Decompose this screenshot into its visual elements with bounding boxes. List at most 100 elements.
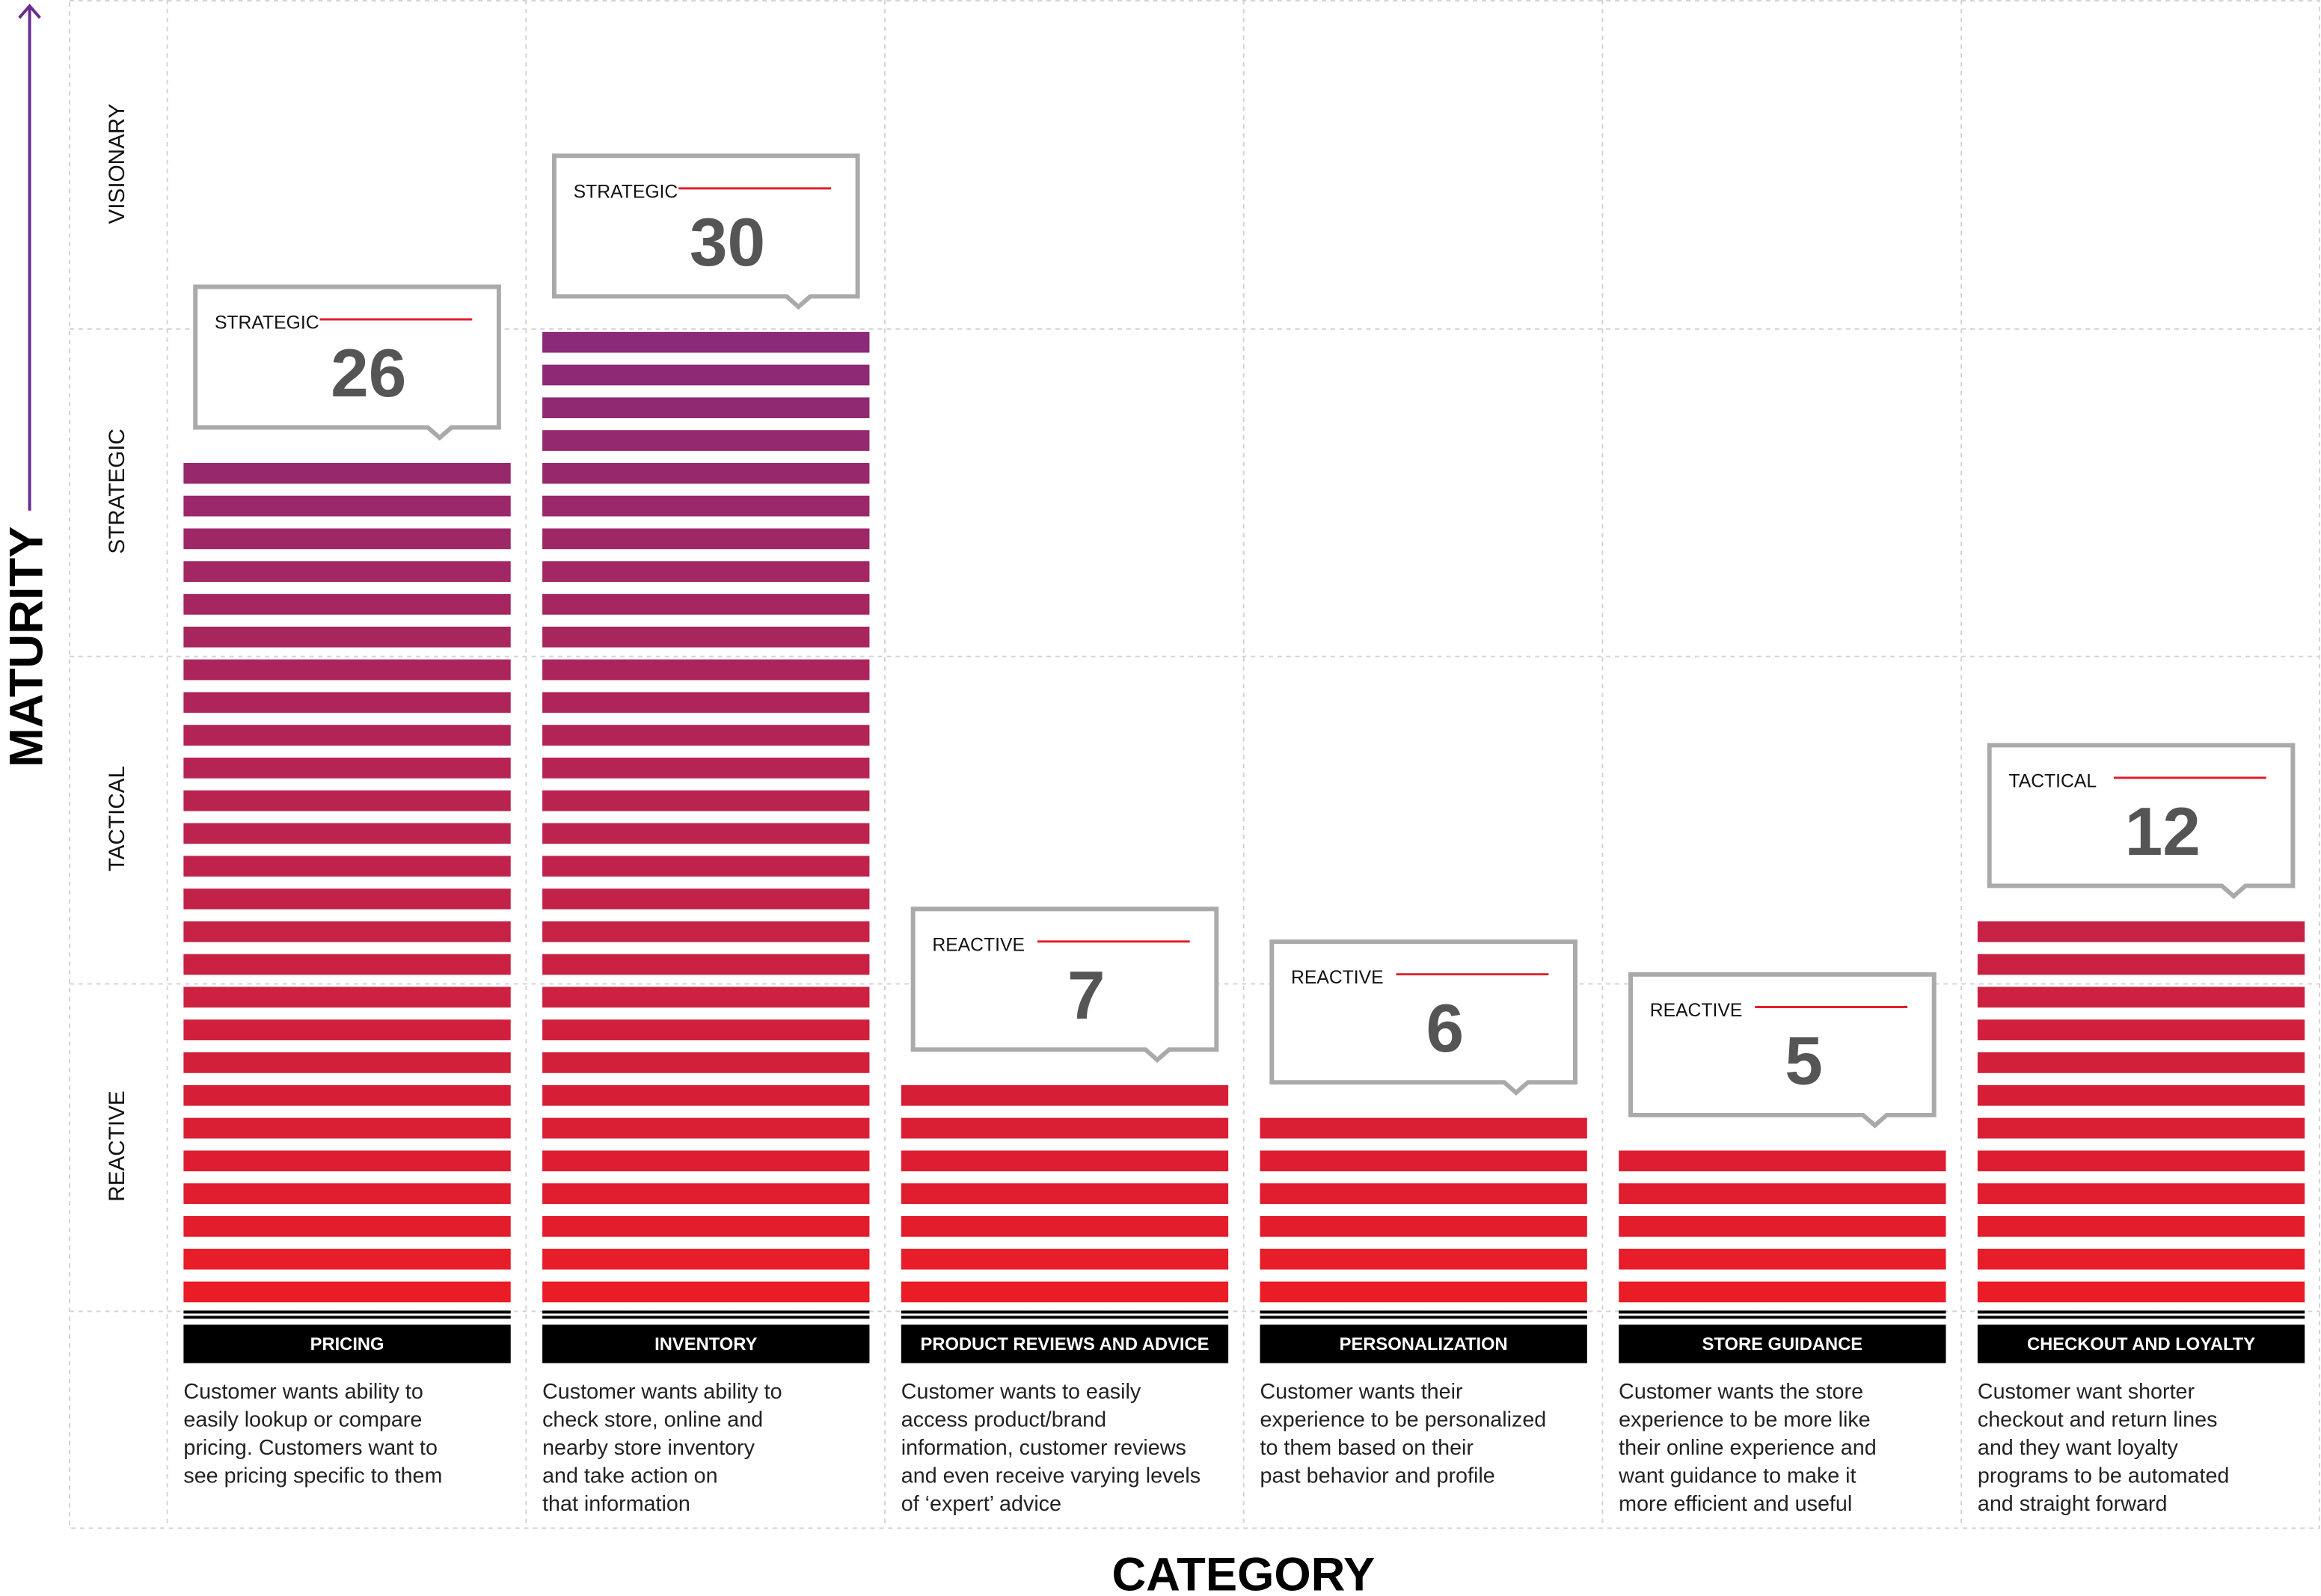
bar-stripe bbox=[1977, 1281, 2305, 1303]
callout-box bbox=[910, 906, 1219, 1064]
bar-stripe bbox=[183, 561, 511, 583]
bar-stripe bbox=[183, 594, 511, 615]
bar-stripe bbox=[542, 1019, 870, 1041]
description: their online experience and bbox=[1619, 1436, 1877, 1460]
bar-stripe bbox=[1977, 1150, 2305, 1172]
callout-label: TACTICAL bbox=[2008, 771, 2097, 791]
bar-stripe bbox=[542, 725, 870, 746]
bar-stripe bbox=[183, 626, 511, 648]
description: and they want loyalty bbox=[1978, 1436, 2179, 1460]
category-band bbox=[1260, 1325, 1587, 1363]
description: programs to be automated bbox=[1978, 1464, 2229, 1488]
y-axis-title: MATURITY bbox=[0, 527, 52, 767]
callout-value: 6 bbox=[1426, 991, 1465, 1066]
bar-stripe bbox=[542, 430, 870, 451]
category-band bbox=[542, 1325, 870, 1363]
bar-stripe bbox=[183, 1281, 511, 1303]
category-label: STORE GUIDANCE bbox=[1702, 1335, 1863, 1354]
frame bbox=[69, 0, 2321, 1529]
description: of ‘expert’ advice bbox=[901, 1492, 1061, 1516]
description: checkout and return lines bbox=[1978, 1408, 2218, 1431]
bar-stripe bbox=[901, 1150, 1229, 1172]
description: pricing. Customers want to bbox=[183, 1436, 438, 1460]
callout-box bbox=[193, 284, 501, 441]
bar-stripe bbox=[542, 561, 870, 583]
bar-stripe bbox=[542, 823, 870, 844]
description: experience to be personalized bbox=[1260, 1408, 1546, 1431]
category-band bbox=[901, 1325, 1229, 1363]
callout-label: REACTIVE bbox=[1650, 1001, 1743, 1021]
description: information, customer reviews bbox=[901, 1436, 1186, 1460]
bar-stripe bbox=[183, 758, 511, 779]
bar-stripe bbox=[1977, 921, 2305, 942]
callout-value: 30 bbox=[690, 205, 765, 280]
bar-stripe bbox=[1619, 1183, 1946, 1204]
bar-stripe bbox=[183, 823, 511, 844]
description: Customer wants their bbox=[1260, 1380, 1462, 1404]
description: want guidance to make it bbox=[1618, 1464, 1856, 1488]
description: easily lookup or compare bbox=[183, 1408, 422, 1431]
bar-stripe bbox=[183, 1019, 511, 1041]
category-label: PRICING bbox=[310, 1335, 384, 1354]
bar-stripe bbox=[542, 1052, 870, 1073]
description: more efficient and useful bbox=[1619, 1492, 1852, 1516]
bar-stripe bbox=[183, 1183, 511, 1204]
description: past behavior and profile bbox=[1260, 1464, 1494, 1488]
bar-stripe bbox=[1260, 1183, 1587, 1204]
x-axis-title: CATEGORY bbox=[1112, 1548, 1375, 1596]
bar-stripe bbox=[183, 528, 511, 550]
bar-stripe bbox=[542, 397, 870, 419]
bar-stripe bbox=[1977, 1052, 2305, 1073]
callout-label: STRATEGIC bbox=[215, 313, 319, 333]
bar-stripe bbox=[183, 1248, 511, 1270]
bar-stripe bbox=[901, 1248, 1229, 1270]
bar-stripe bbox=[542, 986, 870, 1008]
bar-stripe bbox=[542, 1150, 870, 1172]
bar-stripe bbox=[1260, 1281, 1587, 1303]
bar-stripe bbox=[183, 921, 511, 942]
bar-stripe bbox=[183, 888, 511, 909]
bar-stripe bbox=[542, 856, 870, 877]
bar-stripe bbox=[183, 1117, 511, 1139]
category-label: PRODUCT REVIEWS AND ADVICE bbox=[920, 1335, 1209, 1354]
bar-stripe bbox=[1619, 1150, 1946, 1172]
bar-stripe bbox=[1260, 1248, 1587, 1270]
level-label: VISIONARY bbox=[105, 103, 129, 224]
description: Customer wants ability to bbox=[542, 1380, 782, 1404]
callout-box bbox=[1987, 743, 2296, 900]
callout-value: 7 bbox=[1067, 958, 1106, 1034]
bar-stripe bbox=[542, 888, 870, 909]
bar-stripe bbox=[1977, 1183, 2305, 1204]
bar-stripe bbox=[542, 790, 870, 811]
bar-stripe bbox=[183, 659, 511, 681]
bar-stripe bbox=[901, 1183, 1229, 1204]
bar-stripe bbox=[542, 1281, 870, 1303]
callout-value: 12 bbox=[2125, 794, 2201, 870]
bar-stripe bbox=[183, 495, 511, 517]
bar-stripe bbox=[542, 1084, 870, 1106]
description: and even receive varying levels bbox=[901, 1464, 1201, 1488]
bar-stripe bbox=[542, 758, 870, 779]
bar-stripe bbox=[183, 986, 511, 1008]
bar-stripe bbox=[1977, 986, 2305, 1008]
level-label: STRATEGIC bbox=[105, 429, 129, 554]
bar-stripe bbox=[183, 1084, 511, 1106]
bar-stripe bbox=[542, 921, 870, 942]
description: and straight forward bbox=[1978, 1492, 2168, 1516]
bar-stripe bbox=[183, 692, 511, 713]
bar-stripe bbox=[183, 856, 511, 877]
description: Customer wants ability to bbox=[183, 1380, 423, 1404]
description: Customer wants to easily bbox=[901, 1380, 1141, 1404]
bar-stripe bbox=[542, 659, 870, 681]
description: and take action on bbox=[542, 1464, 717, 1488]
callout-box bbox=[1269, 939, 1578, 1096]
bar-stripe bbox=[542, 462, 870, 484]
description: Customer wants the store bbox=[1619, 1380, 1863, 1404]
callout-box bbox=[1628, 972, 1937, 1129]
category-label: CHECKOUT AND LOYALTY bbox=[2027, 1335, 2255, 1354]
bar-stripe bbox=[542, 626, 870, 648]
bar-stripe bbox=[183, 1052, 511, 1073]
level-label: REACTIVE bbox=[105, 1090, 129, 1201]
bar-stripe bbox=[1977, 1216, 2305, 1237]
category-band bbox=[183, 1325, 511, 1363]
